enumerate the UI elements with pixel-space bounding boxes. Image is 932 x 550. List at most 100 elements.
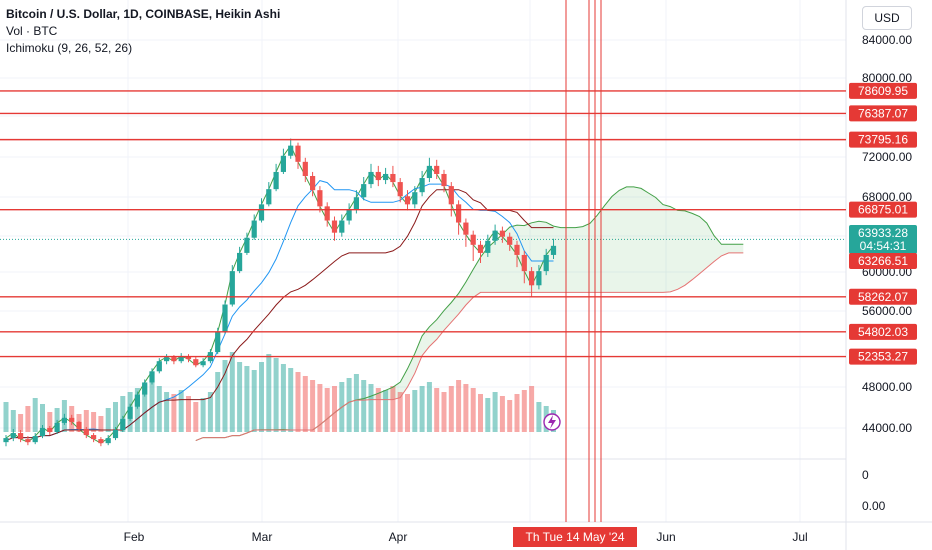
time-tick-label: Mar [252, 530, 273, 544]
cloud-segment [619, 186, 627, 293]
volume-bar [397, 392, 403, 432]
candle-body [229, 271, 235, 305]
price-tick-label: 68000.00 [862, 190, 912, 204]
candle-body [18, 433, 24, 440]
candle-body [83, 428, 89, 436]
candle-body [149, 371, 155, 383]
candle-body [215, 331, 221, 353]
lagging-span [5, 144, 554, 444]
volume-legend: Vol · BTC [6, 24, 58, 38]
candle-body [47, 427, 53, 433]
cloud-segment [568, 227, 576, 293]
candle-body [550, 245, 557, 255]
symbol-title: Bitcoin / U.S. Dollar, 1D, COINBASE, Hei… [6, 7, 281, 21]
volume-bar [229, 352, 235, 432]
candle-body [339, 220, 345, 233]
volume-bar [113, 402, 118, 432]
price-tick-label: 48000.00 [862, 380, 912, 394]
cloud-segment [714, 235, 722, 262]
volume-bar [448, 386, 454, 432]
horizontal-levels [0, 90, 846, 358]
currency-button[interactable]: USD [862, 6, 912, 30]
level-price-tag-bg [849, 323, 917, 340]
cloud-segment [633, 186, 642, 293]
volume-bar [178, 390, 184, 432]
candle-body [32, 436, 38, 443]
cloud-segment [575, 226, 583, 293]
volume-bar [456, 380, 462, 432]
cloud-segment [590, 215, 598, 293]
candle-body [448, 186, 454, 205]
last-level-tag: 63266.51 [858, 254, 908, 268]
candle-body [470, 234, 476, 245]
candle-body [375, 171, 381, 181]
candle-body [200, 361, 206, 366]
chart-legend: Bitcoin / U.S. Dollar, 1D, COINBASE, Hei… [6, 6, 280, 57]
candle-body [112, 429, 119, 439]
volume-bar [83, 410, 89, 432]
volume-bar [346, 378, 352, 432]
flash-icon[interactable] [543, 413, 561, 431]
volume-bar [186, 396, 191, 432]
countdown-tag-bg [849, 238, 917, 254]
candle-body [361, 184, 367, 198]
candle-body [120, 418, 126, 430]
candle-body [441, 173, 447, 187]
cloud-segment [407, 353, 415, 387]
cloud-segment [641, 188, 649, 293]
countdown-tag: 04:54:31 [860, 239, 907, 253]
candle-body [244, 237, 250, 253]
ichimoku-legend: Ichimoku (9, 26, 52, 26) [6, 41, 133, 55]
volume-bar [310, 380, 316, 432]
price-tick-label: 56000.00 [862, 304, 912, 318]
candle-body [317, 190, 323, 207]
candle-body [383, 173, 389, 181]
cloud-segment [444, 302, 452, 331]
candle-body [368, 171, 374, 185]
candle-body [3, 438, 9, 443]
volume-bar [171, 394, 177, 432]
volume-bar [317, 384, 323, 432]
volume-bar [164, 392, 170, 432]
candle-body [543, 254, 549, 272]
volume-bar [529, 386, 535, 432]
volume-bar [514, 394, 520, 432]
candle-body [142, 382, 148, 395]
cloud-segment [414, 335, 423, 374]
candle-body [39, 427, 46, 437]
ichimoku-lines [5, 144, 744, 444]
candle-body [127, 406, 133, 419]
price-axis: 84000.0080000.0076000.0072000.0068000.00… [849, 33, 917, 513]
level-price-tag: 73795.16 [858, 133, 908, 147]
candle-body [171, 357, 177, 362]
volume-bar [324, 388, 330, 432]
cloud-segment [728, 244, 736, 253]
cloud-segment [509, 225, 517, 293]
volume-bar [353, 374, 359, 432]
price-tick-label: 84000.00 [862, 33, 912, 47]
cloud-segment [553, 226, 561, 293]
candle-body [91, 435, 97, 440]
cloud-segment [582, 223, 590, 293]
level-price-tag-bg [849, 105, 917, 122]
level-price-tag-bg [849, 131, 917, 148]
candle-body [404, 196, 411, 205]
cloud-segment [670, 206, 678, 292]
volume-bar [536, 402, 542, 432]
candle-body [331, 220, 338, 233]
candle-body [499, 230, 505, 237]
level-price-tag-bg [849, 201, 917, 218]
cloud-segment [655, 197, 663, 293]
volume-bar [237, 362, 243, 432]
volume-bar [105, 408, 111, 432]
volume-bar [419, 386, 425, 432]
volume-bar [244, 366, 250, 432]
leading-span-b [195, 252, 744, 442]
volume-bar [507, 400, 513, 432]
volume-bar [463, 384, 469, 432]
volume-bar [149, 380, 155, 432]
cloud-segment [677, 210, 685, 290]
level-price-tag-bg [849, 288, 917, 305]
candle-body [492, 230, 498, 241]
